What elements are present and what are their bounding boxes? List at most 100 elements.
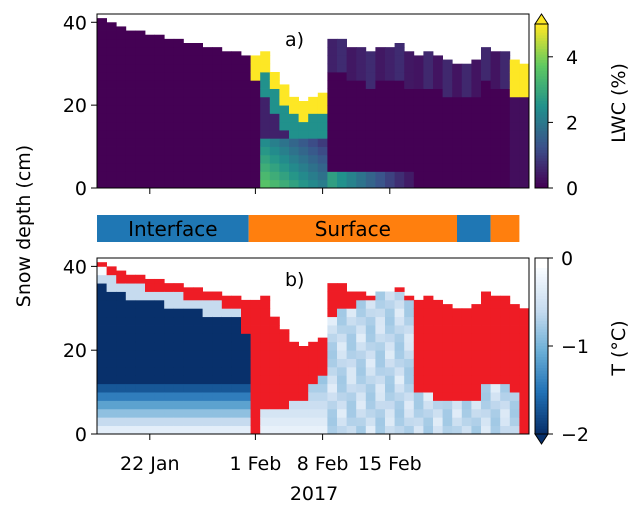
colorbar-step [535, 155, 548, 159]
lwc-cell [154, 113, 165, 123]
temperature-cell [471, 316, 482, 326]
lwc-cell [173, 55, 184, 65]
temperature-cell [327, 325, 338, 334]
temperature-cell [125, 358, 136, 368]
lwc-cell [231, 105, 242, 114]
lwc-cell [490, 121, 501, 131]
lwc-cell [452, 63, 463, 73]
colorbar-step [535, 103, 548, 107]
temperature-cell [423, 400, 434, 410]
temperature-cell [106, 291, 117, 301]
lwc-cell [346, 105, 357, 114]
lwc-cell [260, 130, 271, 139]
temperature-cell [452, 316, 463, 326]
temperature-cell [327, 392, 338, 401]
lwc-cell [202, 154, 213, 164]
lwc-cell [433, 55, 443, 65]
temperature-cell [289, 358, 299, 368]
lwc-cell [337, 38, 347, 48]
lwc-cell [337, 47, 347, 56]
lwc-cell [500, 55, 511, 65]
temperature-cell [260, 316, 271, 326]
lwc-cell [164, 154, 175, 164]
lwc-cell [509, 163, 520, 172]
temperature-cell [452, 417, 463, 427]
colorbar-step [535, 92, 548, 96]
temperature-cell [97, 283, 107, 292]
colorbar-step [535, 287, 548, 291]
lwc-cell [221, 80, 232, 89]
lwc-cell [135, 88, 146, 98]
temperature-cell [125, 392, 136, 401]
temperature-cell [116, 358, 127, 368]
colorbar-step [535, 356, 548, 360]
temperature-cell [173, 316, 184, 326]
lwc-cell [346, 113, 357, 123]
lwc-cell [135, 38, 146, 48]
temperature-cell [231, 375, 242, 385]
temperature-cell [135, 325, 146, 334]
lwc-cell [202, 121, 213, 131]
lwc-cell [356, 113, 367, 123]
temperature-cell [452, 383, 463, 393]
temperature-cell [135, 274, 146, 284]
lwc-cell [337, 179, 347, 189]
temperature-cell [346, 375, 357, 385]
lwc-cell [164, 38, 175, 48]
lwc-cell [135, 113, 146, 123]
lwc-cell [289, 163, 299, 172]
lwc-cell [461, 130, 472, 139]
temperature-cell [413, 350, 424, 359]
temperature-cell [356, 299, 367, 309]
lwc-cell [279, 163, 290, 172]
temperature-cell [164, 341, 175, 351]
colorbar-step [535, 147, 548, 151]
lwc-cell [404, 113, 415, 123]
lwc-cell [413, 113, 424, 123]
temperature-cell [212, 417, 223, 427]
lwc-cell [154, 47, 165, 56]
lwc-cell [452, 163, 463, 172]
lwc-cell [106, 47, 117, 56]
lwc-cell [193, 88, 203, 98]
colorbar-step [535, 298, 548, 302]
temperature-cell [231, 400, 242, 410]
temperature-cell [461, 316, 472, 326]
temperature-cell [365, 366, 376, 376]
temperature-cell [337, 358, 347, 368]
lwc-cell [97, 72, 107, 81]
temperature-cell [106, 358, 117, 368]
lwc-cell [490, 130, 501, 139]
temperature-cell [394, 333, 405, 343]
temperature-cell [164, 392, 175, 401]
lwc-cell [413, 146, 424, 156]
lwc-cell [279, 121, 290, 131]
temperature-cell [327, 383, 338, 393]
regime-segment [248, 215, 457, 242]
lwc-cell [490, 80, 501, 89]
temperature-cell [327, 299, 338, 309]
temperature-cell [423, 333, 434, 343]
temperature-cell [164, 350, 175, 359]
lwc-cell [365, 88, 376, 98]
temperature-cell [250, 383, 261, 393]
temperature-cell [500, 295, 511, 301]
lwc-cell [385, 63, 395, 73]
lwc-cell [116, 55, 127, 65]
temperature-cell [183, 308, 194, 318]
lwc-cell [356, 80, 367, 89]
temperature-cell [125, 408, 136, 418]
lwc-cell [519, 171, 530, 181]
temperature-cell [269, 383, 280, 393]
lwc-cell [202, 146, 213, 156]
temperature-cell [442, 408, 453, 418]
temperature-cell [125, 291, 136, 301]
lwc-cell [97, 38, 107, 48]
temperature-cell [519, 383, 530, 393]
lwc-cell [125, 63, 136, 73]
temperature-cell [481, 333, 491, 343]
lwc-cell [135, 55, 146, 65]
lwc-cell [106, 88, 117, 98]
temperature-cell [375, 417, 386, 427]
temperature-cell [164, 283, 175, 292]
